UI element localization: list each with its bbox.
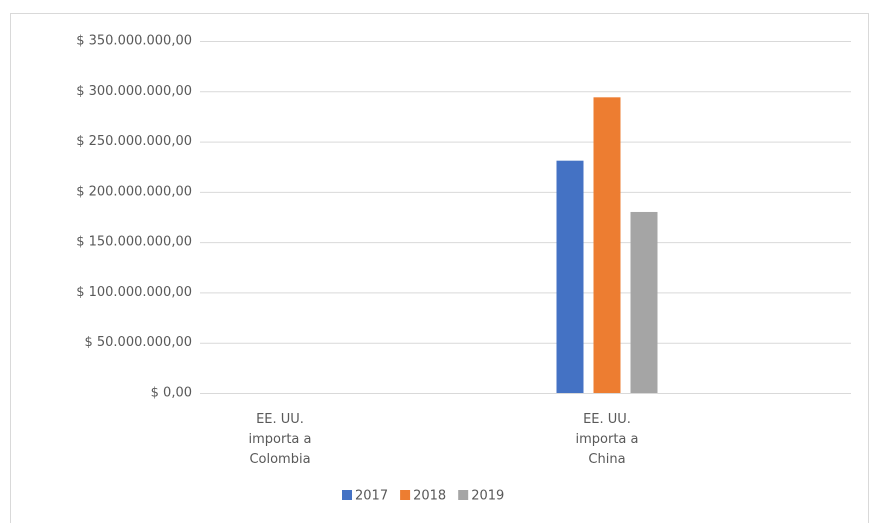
bar xyxy=(593,97,621,393)
y-tick-label: $ 150.000.000,00 xyxy=(76,235,192,250)
y-tick-label: $ 100.000.000,00 xyxy=(76,285,192,300)
y-tick-label: $ 300.000.000,00 xyxy=(76,84,192,99)
y-tick-label: $ 250.000.000,00 xyxy=(76,134,192,149)
legend-label: 2018 xyxy=(413,489,446,504)
y-tick-label: $ 0,00 xyxy=(151,386,192,401)
x-tick-label: EE. UU. importa a China xyxy=(575,412,639,467)
legend-label: 2019 xyxy=(471,489,504,504)
bar xyxy=(556,160,584,393)
chart-border xyxy=(10,13,869,523)
x-tick-label: EE. UU. importa a Colombia xyxy=(248,412,312,467)
legend-swatch xyxy=(400,490,411,500)
y-tick-label: $ 50.000.000,00 xyxy=(84,335,192,350)
legend-swatch xyxy=(342,490,352,500)
y-tick-label: $ 200.000.000,00 xyxy=(76,184,192,199)
bar xyxy=(630,211,658,393)
y-tick-label: $ 350.000.000,00 xyxy=(76,34,192,49)
legend-label: 2017 xyxy=(355,489,388,504)
legend-swatch xyxy=(458,490,469,500)
